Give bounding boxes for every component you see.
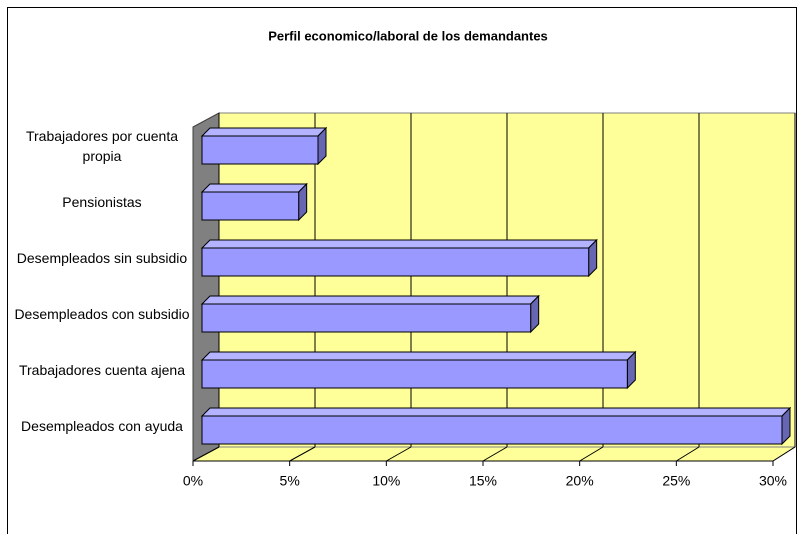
- floor: [192, 446, 797, 462]
- bar: [201, 359, 628, 389]
- y-tick-label: Trabajadores cuenta ajena: [18, 362, 186, 378]
- bar-top: [200, 127, 328, 137]
- bar: [201, 415, 783, 445]
- bar: [201, 191, 300, 221]
- x-tick-label: 5%: [280, 473, 300, 489]
- bar-top: [200, 407, 792, 417]
- bar: [201, 247, 590, 277]
- bar-top: [200, 239, 598, 249]
- bar: [201, 135, 319, 165]
- y-tick-label: Desempleados con ayuda: [21, 418, 183, 434]
- floor-grid-line: [386, 446, 412, 462]
- x-tick-label: 20%: [566, 473, 594, 489]
- y-tick-label: Desempleados sin subsidio: [16, 250, 188, 266]
- bar-top: [200, 183, 308, 193]
- floor-grid-line: [192, 446, 220, 462]
- floor-grid-line: [579, 446, 604, 462]
- y-tick-label: Trabajadores por cuenta propia: [25, 128, 179, 164]
- x-tick-label: 25%: [662, 473, 690, 489]
- chart-title: Perfil economico/laboral de los demandan…: [268, 28, 548, 43]
- y-tick-label: Desempleados con subsidio: [14, 306, 190, 322]
- x-tick-label: 10%: [372, 473, 400, 489]
- floor-grid-line: [289, 446, 316, 462]
- bar: [201, 303, 532, 333]
- floor-grid-line: [482, 446, 508, 462]
- bar-top: [200, 351, 637, 361]
- floor-grid-line: [772, 446, 796, 462]
- x-tick-label: 30%: [759, 473, 787, 489]
- x-tick-label: 0%: [183, 473, 203, 489]
- bar-top: [200, 295, 540, 305]
- y-tick-label: Pensionistas: [62, 194, 142, 210]
- x-tick-label: 15%: [469, 473, 497, 489]
- floor-grid-line: [676, 446, 700, 462]
